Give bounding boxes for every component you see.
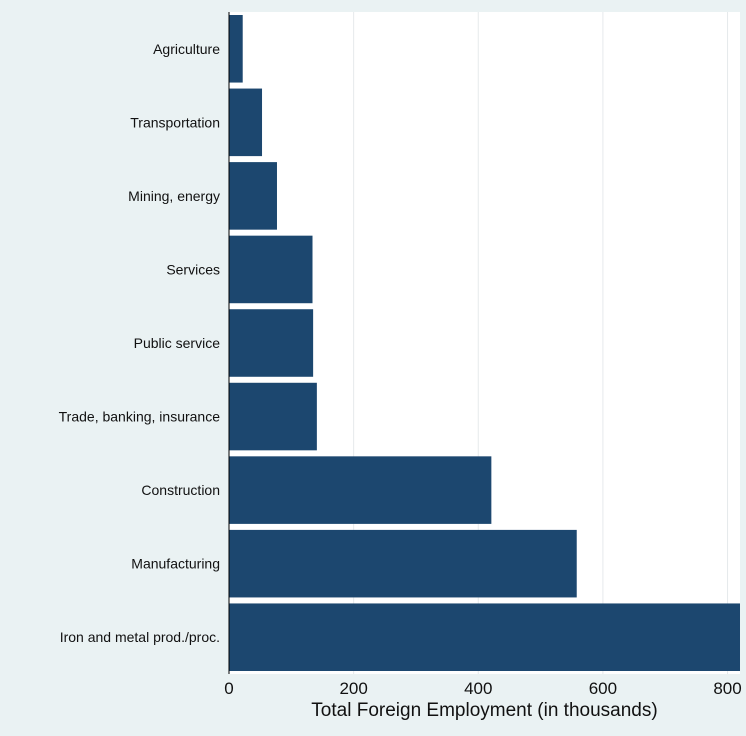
bar bbox=[229, 309, 314, 377]
x-axis-title: Total Foreign Employment (in thousands) bbox=[311, 700, 657, 721]
bar bbox=[229, 88, 263, 157]
bar bbox=[229, 15, 243, 83]
bar bbox=[229, 235, 313, 304]
bar bbox=[229, 603, 740, 671]
x-tick-label: 200 bbox=[339, 679, 367, 698]
bar bbox=[229, 162, 277, 230]
bars bbox=[229, 15, 740, 671]
category-label: Public service bbox=[134, 335, 221, 351]
x-tick-label: 800 bbox=[713, 679, 741, 698]
category-label: Transportation bbox=[130, 114, 220, 130]
category-label: Manufacturing bbox=[131, 556, 220, 572]
category-label: Trade, banking, insurance bbox=[59, 409, 221, 425]
category-label: Mining, energy bbox=[128, 188, 220, 204]
bar bbox=[229, 382, 317, 451]
category-label: Iron and metal prod./proc. bbox=[60, 629, 220, 645]
x-tick-label: 600 bbox=[589, 679, 617, 698]
category-label: Construction bbox=[141, 482, 220, 498]
x-tick-label: 0 bbox=[224, 679, 233, 698]
bar bbox=[229, 456, 492, 524]
x-tick-label: 400 bbox=[464, 679, 492, 698]
bar bbox=[229, 529, 577, 598]
category-label: Services bbox=[166, 261, 220, 277]
x-tick-labels: 0 200 400 600 800 bbox=[224, 679, 741, 698]
category-label: Agriculture bbox=[153, 41, 220, 57]
category-labels: Agriculture Transportation Mining, energy S… bbox=[59, 41, 221, 645]
